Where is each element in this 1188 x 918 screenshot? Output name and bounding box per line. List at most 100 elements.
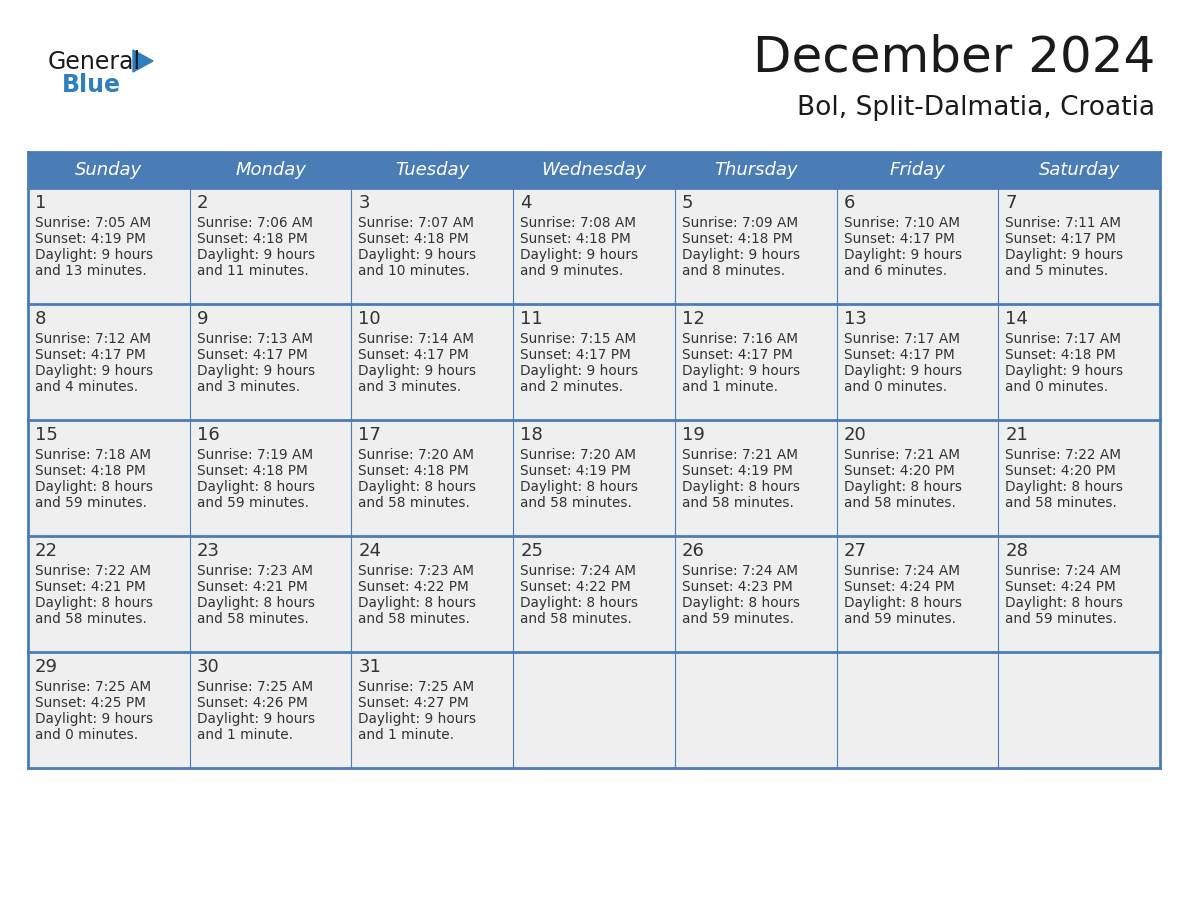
Bar	[998, 652, 1159, 768]
Text: Daylight: 9 hours: Daylight: 9 hours	[843, 364, 962, 378]
Text: and 58 minutes.: and 58 minutes.	[520, 496, 632, 510]
Text: 5: 5	[682, 194, 694, 212]
Text: Sunset: 4:20 PM: Sunset: 4:20 PM	[843, 464, 954, 478]
Text: 10: 10	[359, 310, 381, 328]
Text: Sunrise: 7:21 AM: Sunrise: 7:21 AM	[682, 448, 798, 462]
Text: Monday: Monday	[235, 161, 307, 179]
Text: Sunset: 4:18 PM: Sunset: 4:18 PM	[34, 464, 146, 478]
Text: Daylight: 8 hours: Daylight: 8 hours	[359, 480, 476, 494]
Text: 3: 3	[359, 194, 369, 212]
Text: 25: 25	[520, 542, 543, 560]
Bar	[352, 188, 513, 304]
Text: and 0 minutes.: and 0 minutes.	[34, 728, 138, 742]
Text: 21: 21	[1005, 426, 1028, 444]
Text: 2: 2	[197, 194, 208, 212]
Bar	[675, 652, 836, 768]
Bar	[29, 420, 190, 536]
Text: Sunrise: 7:25 AM: Sunrise: 7:25 AM	[197, 680, 312, 694]
Bar	[998, 420, 1159, 536]
Text: and 6 minutes.: and 6 minutes.	[843, 264, 947, 278]
Text: 24: 24	[359, 542, 381, 560]
Text: and 58 minutes.: and 58 minutes.	[520, 612, 632, 626]
Text: 29: 29	[34, 658, 58, 676]
Text: Daylight: 9 hours: Daylight: 9 hours	[520, 364, 638, 378]
Text: and 58 minutes.: and 58 minutes.	[197, 612, 309, 626]
Bar	[29, 152, 1159, 188]
Text: Sunset: 4:18 PM: Sunset: 4:18 PM	[1005, 348, 1116, 362]
Text: Sunset: 4:18 PM: Sunset: 4:18 PM	[359, 232, 469, 246]
Text: Daylight: 8 hours: Daylight: 8 hours	[843, 596, 961, 610]
Bar	[836, 536, 998, 652]
Text: and 5 minutes.: and 5 minutes.	[1005, 264, 1108, 278]
Text: Sunrise: 7:06 AM: Sunrise: 7:06 AM	[197, 216, 312, 230]
Text: and 3 minutes.: and 3 minutes.	[359, 380, 462, 394]
Text: Sunrise: 7:19 AM: Sunrise: 7:19 AM	[197, 448, 312, 462]
Text: Sunrise: 7:20 AM: Sunrise: 7:20 AM	[359, 448, 474, 462]
Bar	[352, 536, 513, 652]
Text: and 59 minutes.: and 59 minutes.	[34, 496, 147, 510]
Bar	[29, 652, 190, 768]
Bar	[190, 652, 352, 768]
Text: Daylight: 9 hours: Daylight: 9 hours	[197, 712, 315, 726]
Text: Sunset: 4:17 PM: Sunset: 4:17 PM	[843, 232, 954, 246]
Text: Daylight: 9 hours: Daylight: 9 hours	[34, 712, 153, 726]
Text: Sunset: 4:22 PM: Sunset: 4:22 PM	[359, 580, 469, 594]
Text: Sunrise: 7:24 AM: Sunrise: 7:24 AM	[520, 564, 636, 578]
Text: Sunset: 4:18 PM: Sunset: 4:18 PM	[197, 232, 308, 246]
Text: Sunrise: 7:11 AM: Sunrise: 7:11 AM	[1005, 216, 1121, 230]
Text: 28: 28	[1005, 542, 1028, 560]
Polygon shape	[133, 50, 153, 72]
Text: 7: 7	[1005, 194, 1017, 212]
Text: Daylight: 9 hours: Daylight: 9 hours	[34, 248, 153, 262]
Text: Daylight: 9 hours: Daylight: 9 hours	[520, 248, 638, 262]
Text: 6: 6	[843, 194, 855, 212]
Text: Sunset: 4:19 PM: Sunset: 4:19 PM	[520, 464, 631, 478]
Bar	[29, 304, 190, 420]
Text: 11: 11	[520, 310, 543, 328]
Text: and 59 minutes.: and 59 minutes.	[843, 612, 955, 626]
Bar	[836, 420, 998, 536]
Text: Sunrise: 7:14 AM: Sunrise: 7:14 AM	[359, 332, 474, 346]
Text: 12: 12	[682, 310, 704, 328]
Text: and 2 minutes.: and 2 minutes.	[520, 380, 624, 394]
Text: Sunset: 4:22 PM: Sunset: 4:22 PM	[520, 580, 631, 594]
Bar	[190, 188, 352, 304]
Text: and 58 minutes.: and 58 minutes.	[359, 612, 470, 626]
Text: Sunrise: 7:24 AM: Sunrise: 7:24 AM	[843, 564, 960, 578]
Text: Daylight: 9 hours: Daylight: 9 hours	[1005, 364, 1124, 378]
Text: and 59 minutes.: and 59 minutes.	[1005, 612, 1117, 626]
Text: Daylight: 8 hours: Daylight: 8 hours	[34, 596, 153, 610]
Bar	[513, 188, 675, 304]
Text: 27: 27	[843, 542, 866, 560]
Text: 30: 30	[197, 658, 220, 676]
Text: Daylight: 8 hours: Daylight: 8 hours	[843, 480, 961, 494]
Text: Daylight: 8 hours: Daylight: 8 hours	[197, 480, 315, 494]
Text: Sunset: 4:24 PM: Sunset: 4:24 PM	[843, 580, 954, 594]
Text: Sunrise: 7:23 AM: Sunrise: 7:23 AM	[197, 564, 312, 578]
Text: 14: 14	[1005, 310, 1028, 328]
Bar	[352, 304, 513, 420]
Text: 26: 26	[682, 542, 704, 560]
Text: 17: 17	[359, 426, 381, 444]
Text: Sunrise: 7:10 AM: Sunrise: 7:10 AM	[843, 216, 960, 230]
Text: Sunrise: 7:18 AM: Sunrise: 7:18 AM	[34, 448, 151, 462]
Text: and 58 minutes.: and 58 minutes.	[843, 496, 955, 510]
Bar	[190, 536, 352, 652]
Text: Daylight: 9 hours: Daylight: 9 hours	[34, 364, 153, 378]
Text: 8: 8	[34, 310, 46, 328]
Text: Sunset: 4:18 PM: Sunset: 4:18 PM	[197, 464, 308, 478]
Text: Daylight: 8 hours: Daylight: 8 hours	[682, 480, 800, 494]
Text: December 2024: December 2024	[753, 34, 1155, 82]
Text: Sunset: 4:21 PM: Sunset: 4:21 PM	[197, 580, 308, 594]
Text: Daylight: 8 hours: Daylight: 8 hours	[1005, 480, 1124, 494]
Text: Wednesday: Wednesday	[542, 161, 646, 179]
Text: and 10 minutes.: and 10 minutes.	[359, 264, 470, 278]
Bar	[675, 536, 836, 652]
Text: Sunrise: 7:05 AM: Sunrise: 7:05 AM	[34, 216, 151, 230]
Text: and 1 minute.: and 1 minute.	[359, 728, 455, 742]
Text: Daylight: 8 hours: Daylight: 8 hours	[520, 596, 638, 610]
Text: Daylight: 8 hours: Daylight: 8 hours	[34, 480, 153, 494]
Text: Sunday: Sunday	[75, 161, 143, 179]
Text: Sunset: 4:25 PM: Sunset: 4:25 PM	[34, 696, 146, 710]
Bar	[352, 652, 513, 768]
